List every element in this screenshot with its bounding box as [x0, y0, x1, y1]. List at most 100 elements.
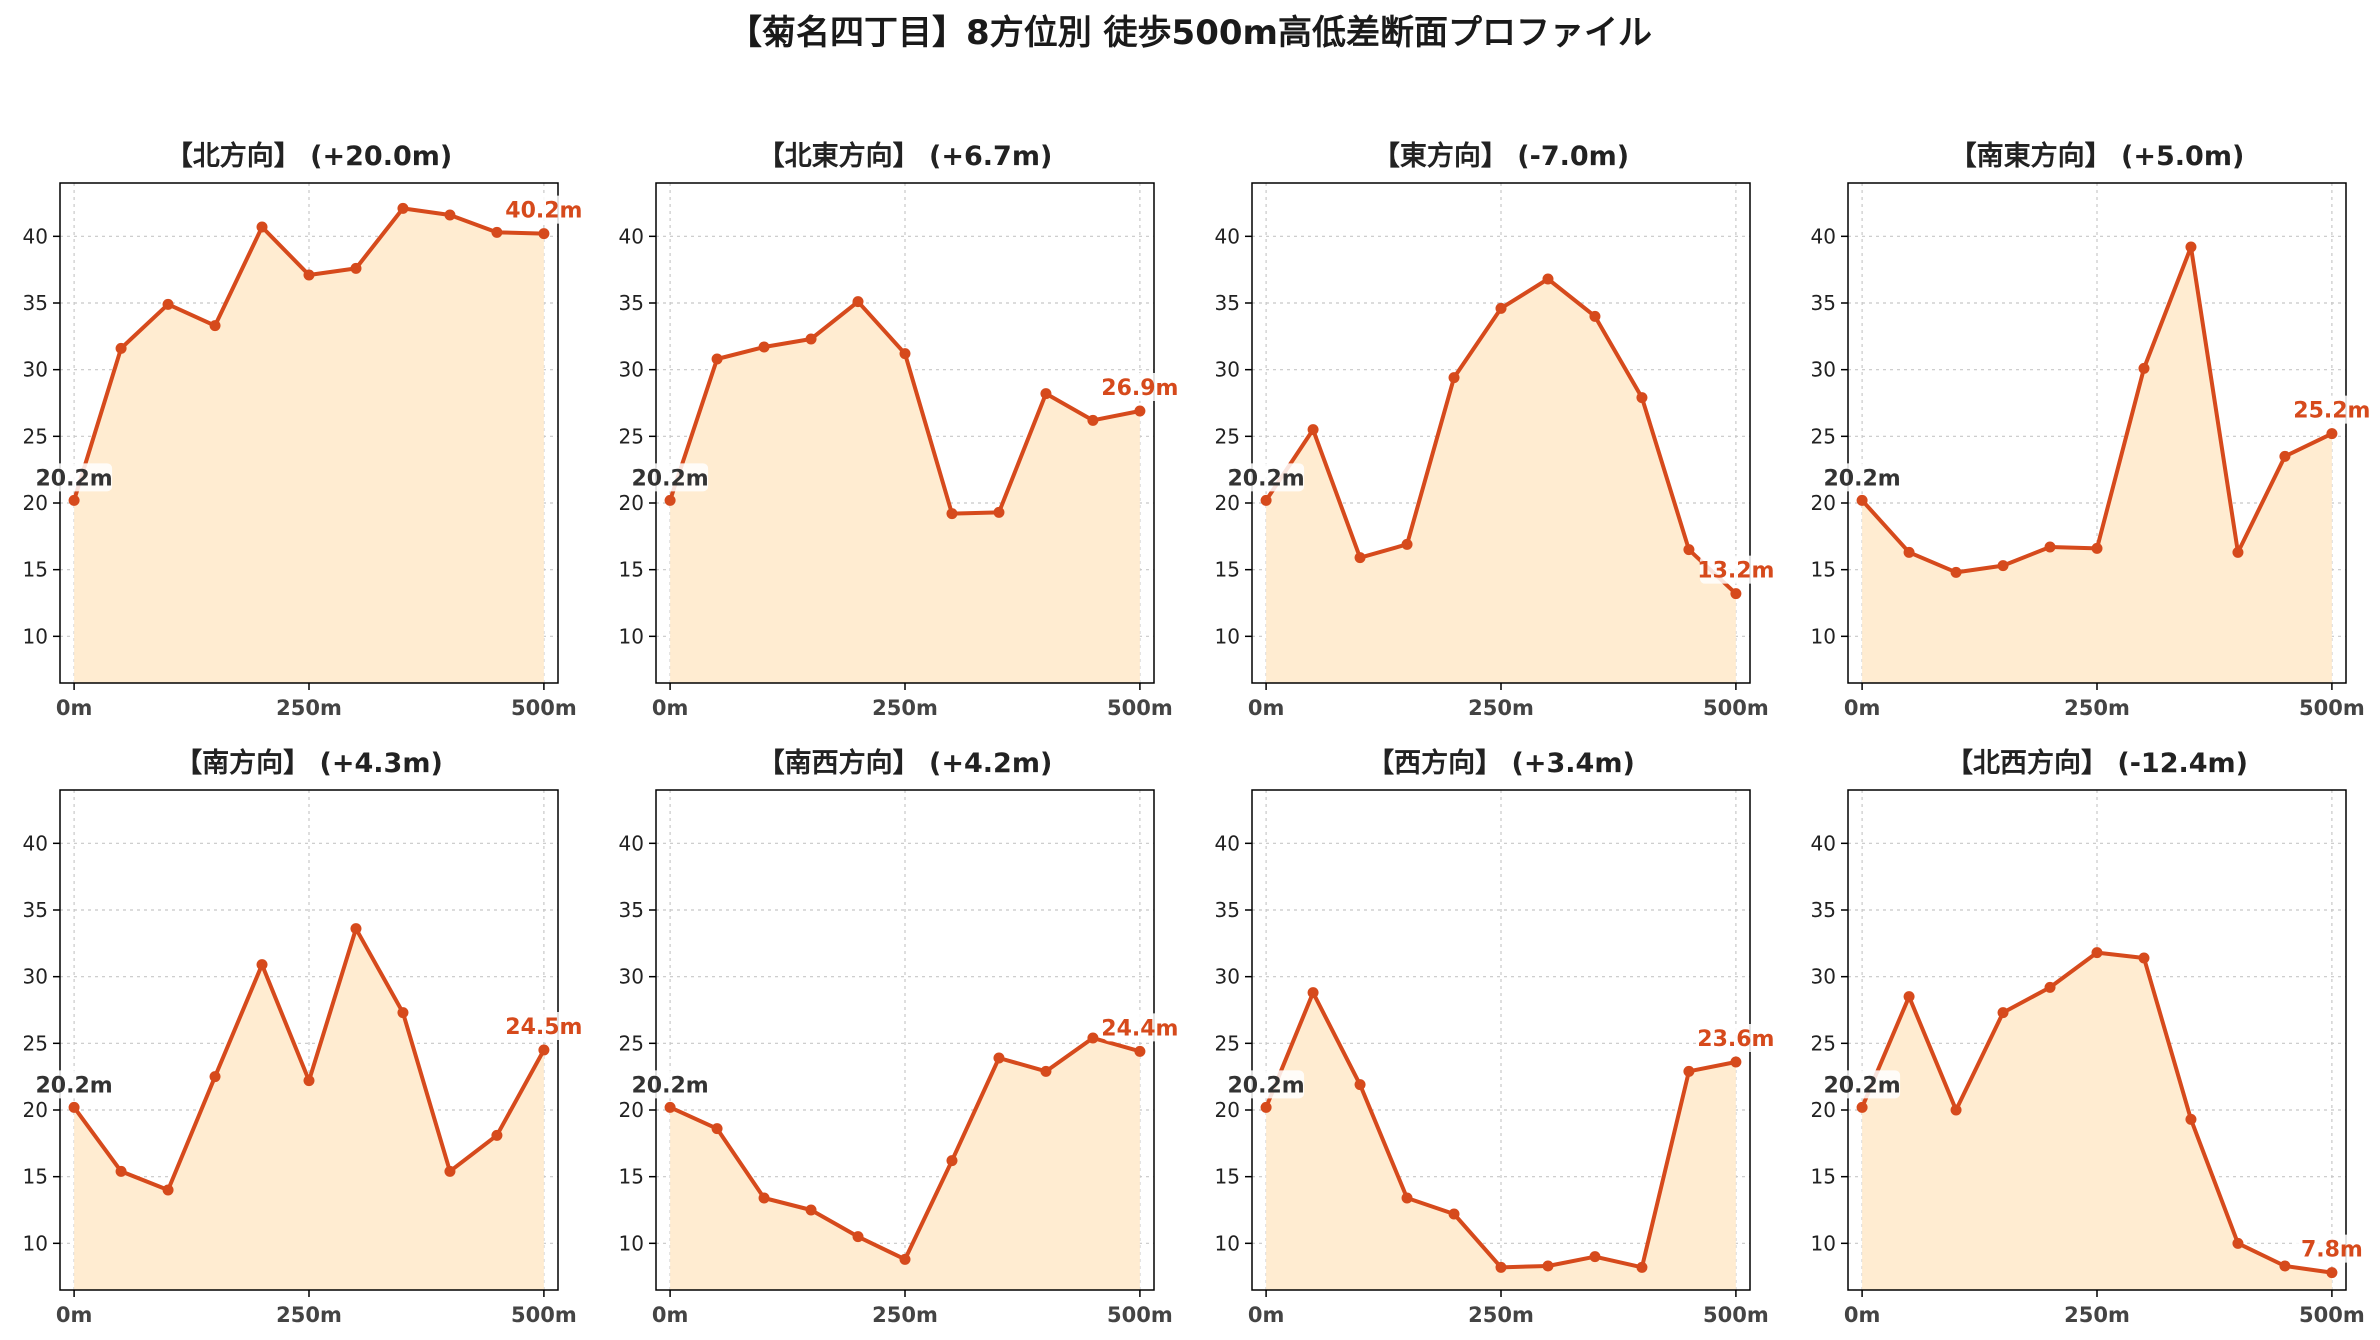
data-point	[2138, 362, 2150, 374]
end-label-box	[2295, 1234, 2370, 1263]
y-tick-label: 15	[1215, 558, 1240, 582]
x-tick-label: 0m	[652, 1303, 689, 1327]
y-tick-label: 25	[23, 1031, 48, 1055]
data-point	[1589, 310, 1601, 322]
start-elevation-label: 20.2m	[631, 466, 708, 491]
data-point	[1683, 544, 1695, 556]
x-tick-label: 500m	[1703, 1303, 1769, 1327]
y-tick-label: 35	[619, 898, 644, 922]
end-label-box	[2295, 395, 2370, 424]
data-point	[2232, 1237, 2244, 1249]
x-tick-label: 500m	[511, 696, 577, 720]
y-tick-label: 20	[23, 491, 48, 515]
start-elevation-label: 20.2m	[1227, 466, 1304, 491]
panel-title: 【南西方向】 (+4.2m)	[758, 747, 1053, 779]
data-point	[1354, 1079, 1366, 1091]
y-tick-label: 25	[1811, 424, 1836, 448]
data-point	[350, 262, 362, 274]
x-tick-label: 250m	[872, 1303, 938, 1327]
end-elevation-label: 24.5m	[505, 1015, 582, 1040]
y-tick-label: 40	[1215, 831, 1240, 855]
data-point	[946, 508, 958, 520]
y-tick-label: 20	[1811, 491, 1836, 515]
start-elevation-label: 20.2m	[1823, 466, 1900, 491]
panel-2: 【北東方向】 (+6.7m) 10 15 20 25 30 35 40 0m 250m 500m 20…	[619, 140, 1179, 720]
data-point	[1997, 560, 2009, 572]
panel-title: 【西方向】 (+3.4m)	[1367, 747, 1635, 779]
data-point	[256, 221, 268, 233]
data-point	[1683, 1065, 1695, 1077]
y-tick-label: 30	[1215, 358, 1240, 382]
end-label-box	[507, 195, 582, 224]
data-point	[1448, 1208, 1460, 1220]
x-tick-label: 250m	[2064, 696, 2130, 720]
panel-title: 【北東方向】 (+6.7m)	[758, 140, 1053, 172]
data-point	[1997, 1007, 2009, 1019]
data-point	[852, 296, 864, 308]
data-point	[397, 202, 409, 214]
data-point	[68, 1101, 80, 1113]
data-point	[899, 1253, 911, 1265]
data-point	[1040, 1065, 1052, 1077]
y-tick-label: 20	[1811, 1098, 1836, 1122]
elevation-area	[1862, 952, 2332, 1290]
y-tick-label: 35	[1811, 898, 1836, 922]
y-tick-label: 15	[1811, 1165, 1836, 1189]
start-label-box	[1826, 1070, 1901, 1099]
data-point	[444, 209, 456, 221]
y-tick-label: 40	[619, 831, 644, 855]
data-point	[1730, 1056, 1742, 1068]
data-point	[1950, 566, 1962, 578]
end-elevation-label: 24.4m	[1101, 1016, 1178, 1041]
data-point	[68, 494, 80, 506]
data-point	[491, 226, 503, 238]
y-tick-label: 35	[23, 291, 48, 315]
x-tick-label: 500m	[2299, 1303, 2365, 1327]
y-tick-label: 10	[1215, 624, 1240, 648]
data-point	[209, 320, 221, 332]
x-tick-label: 250m	[1468, 1303, 1534, 1327]
data-point	[1354, 552, 1366, 564]
y-tick-label: 15	[1215, 1165, 1240, 1189]
y-tick-label: 40	[23, 831, 48, 855]
data-point	[2044, 981, 2056, 993]
x-tick-label: 0m	[56, 696, 93, 720]
panel-title: 【東方向】 (-7.0m)	[1373, 140, 1629, 172]
end-label-box	[507, 1012, 582, 1040]
x-tick-label: 250m	[276, 696, 342, 720]
elevation-area	[670, 1038, 1140, 1290]
y-tick-label: 20	[1215, 491, 1240, 515]
y-tick-label: 15	[1811, 558, 1836, 582]
data-point	[162, 298, 174, 310]
data-point	[1260, 1101, 1272, 1113]
data-point	[1401, 1192, 1413, 1204]
y-tick-label: 10	[1811, 624, 1836, 648]
data-point	[852, 1231, 864, 1243]
data-point	[993, 506, 1005, 518]
start-elevation-label: 20.2m	[1823, 1073, 1900, 1098]
data-point	[1636, 392, 1648, 404]
x-tick-label: 0m	[1248, 696, 1285, 720]
data-point	[2279, 450, 2291, 462]
y-tick-label: 10	[619, 624, 644, 648]
start-label-box	[38, 1070, 113, 1099]
y-tick-label: 25	[23, 424, 48, 448]
x-tick-label: 500m	[2299, 696, 2365, 720]
y-tick-label: 25	[1215, 424, 1240, 448]
y-tick-label: 10	[23, 1231, 48, 1255]
data-point	[2326, 428, 2338, 440]
y-tick-label: 30	[619, 965, 644, 989]
data-point	[1542, 273, 1554, 285]
y-tick-label: 25	[1215, 1031, 1240, 1055]
x-tick-label: 0m	[1248, 1303, 1285, 1327]
panel-5: 【南方向】 (+4.3m) 10 15 20 25 30 35 40 0m 250m 500m 20.…	[23, 747, 583, 1327]
data-point	[664, 1101, 676, 1113]
data-point	[1950, 1104, 1962, 1116]
panel-6: 【南西方向】 (+4.2m) 10 15 20 25 30 35 40 0m 250m 500m 20…	[619, 747, 1179, 1327]
x-tick-label: 500m	[1107, 696, 1173, 720]
data-point	[162, 1184, 174, 1196]
data-point	[1903, 991, 1915, 1003]
data-point	[1087, 414, 1099, 426]
data-point	[1401, 538, 1413, 550]
elevation-area	[1266, 992, 1736, 1290]
